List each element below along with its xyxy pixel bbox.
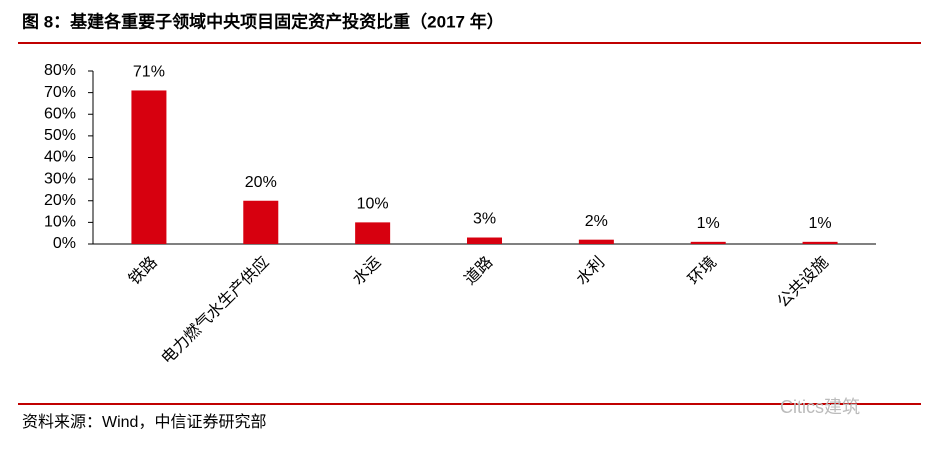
bar [131,90,167,245]
watermark: Citics建筑 [780,397,860,417]
y-tick-label: 40% [44,149,76,166]
data-label: 10% [357,196,389,213]
x-tick-label: 水运 [349,253,384,288]
x-tick-label: 道路 [461,253,496,288]
bar [578,239,614,244]
data-label: 1% [697,215,720,232]
bar [355,222,391,244]
x-tick-label: 公共设施 [774,253,832,311]
x-tick-label: 环境 [684,252,720,288]
source: 资料来源：Wind，中信证券研究部 [22,413,266,431]
bar [690,241,726,244]
data-label: 71% [133,64,165,81]
data-label: 3% [473,211,496,228]
bar [802,241,838,244]
y-tick-label: 30% [44,170,76,187]
bar [243,200,279,244]
x-tick-label: 铁路 [125,253,160,288]
y-tick-label: 10% [44,214,76,231]
chart-title: 图 8：基建各重要子领域中央项目固定资产投资比重（2017 年） [22,11,504,31]
x-tick-label: 电力燃气水生产供应 [157,252,272,367]
y-tick-label: 70% [44,84,76,101]
y-tick-label: 80% [44,62,76,79]
y-tick-label: 0% [53,235,76,252]
data-label: 20% [245,174,277,191]
x-tick-label: 水利 [573,253,608,288]
bar [467,237,502,244]
data-label: 2% [585,213,608,230]
data-label: 1% [809,215,832,232]
y-tick-label: 20% [44,192,76,209]
y-tick-label: 50% [44,127,76,144]
y-tick-label: 60% [44,105,76,122]
